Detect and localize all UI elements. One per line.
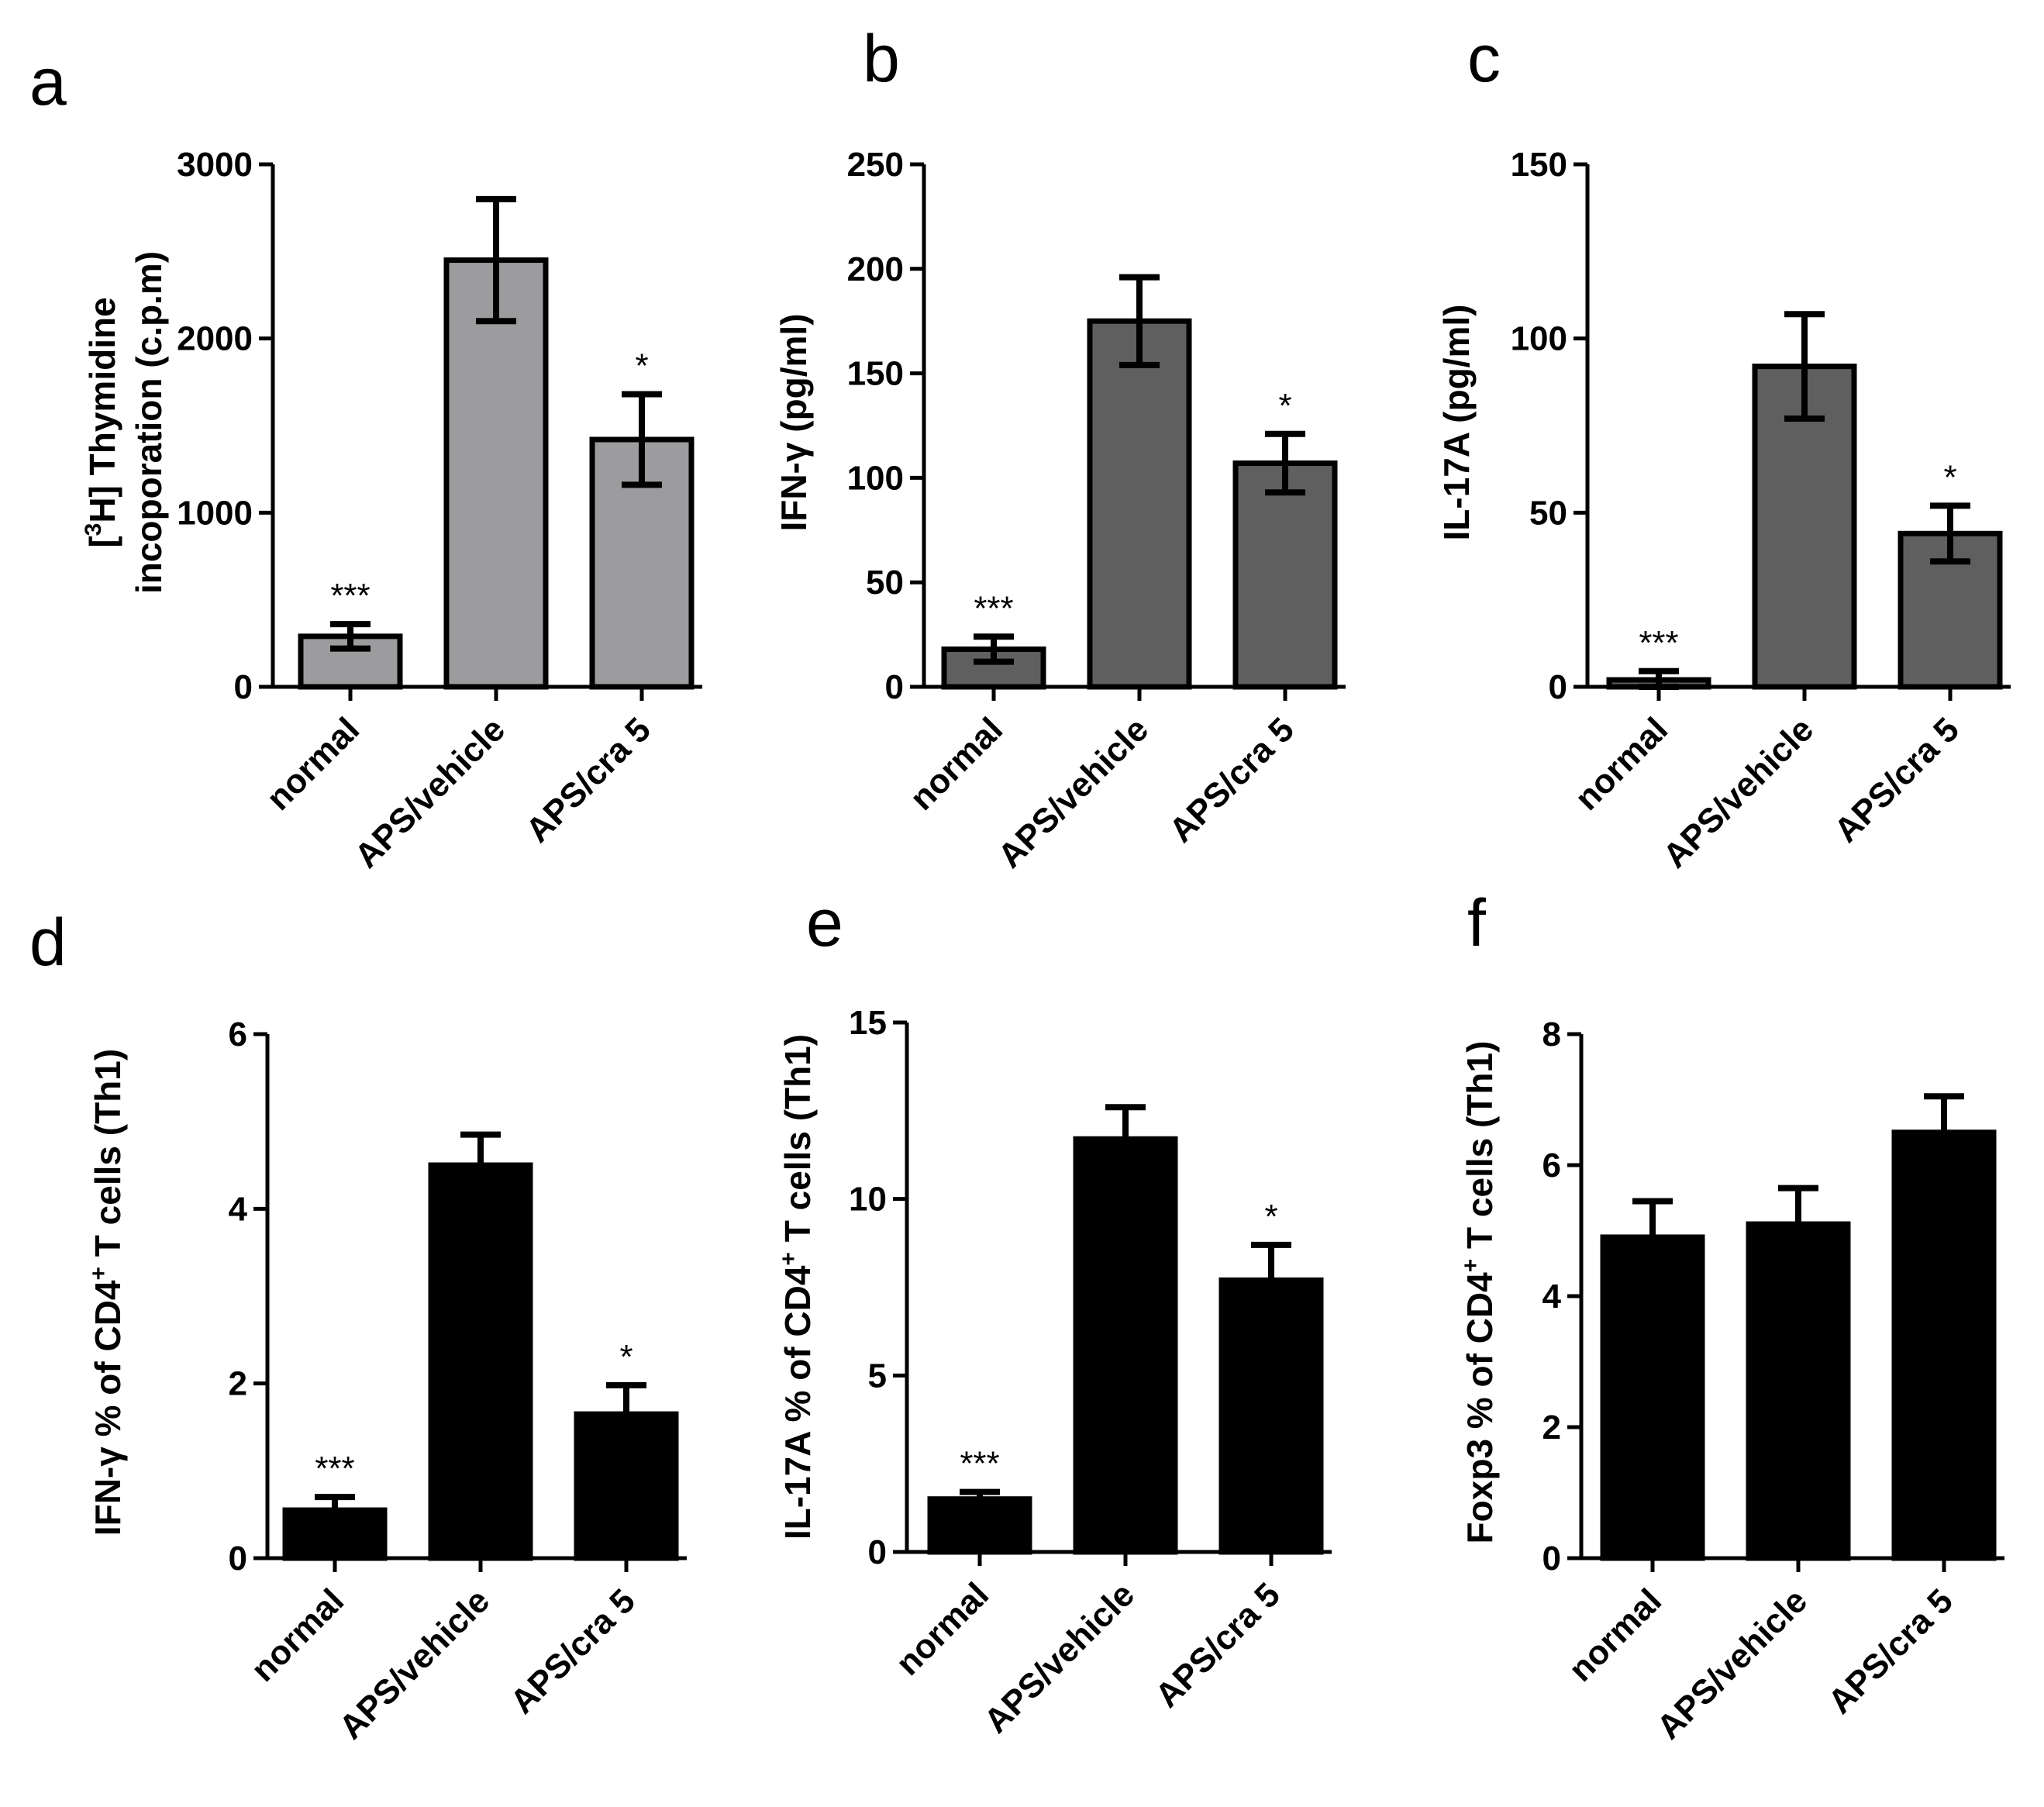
y-axis-label: IL-17A (pg/ml) bbox=[1436, 305, 1477, 541]
y-tick-label: 150 bbox=[847, 355, 904, 393]
y-axis-label-pre: IFN-γ % of CD4 bbox=[88, 1280, 128, 1536]
significance-label: * bbox=[619, 1338, 633, 1376]
bar-3 bbox=[1232, 460, 1338, 690]
y-axis-label-sup: + bbox=[86, 1267, 112, 1281]
significance-label: *** bbox=[330, 577, 370, 615]
y-tick-label: 5 bbox=[868, 1357, 887, 1395]
y-tick-label: 2 bbox=[1542, 1409, 1561, 1447]
y-tick-label: 3000 bbox=[177, 146, 253, 184]
bar-3 bbox=[574, 1411, 679, 1561]
y-tick-label: 0 bbox=[1542, 1540, 1561, 1578]
y-tick-label: 0 bbox=[234, 668, 253, 706]
bar-2 bbox=[1087, 318, 1192, 690]
category-label: APS/cra 5 bbox=[1827, 710, 1966, 850]
y-tick-label: 0 bbox=[885, 668, 904, 706]
category-label: APS/vehicle bbox=[332, 1581, 497, 1747]
bar-1 bbox=[927, 1496, 1032, 1555]
y-tick-label: 4 bbox=[229, 1190, 248, 1228]
y-tick-label: 10 bbox=[849, 1181, 887, 1219]
chart-panel-d: d 0 2 4 6 IFN-γ % of CD4+ T cells (Th1) *** nor… bbox=[29, 905, 687, 1747]
bar-2 bbox=[428, 1162, 533, 1561]
bar-1 bbox=[282, 1507, 388, 1561]
significance-label: * bbox=[1264, 1198, 1277, 1236]
category-label: normal bbox=[889, 1575, 996, 1682]
y-axis-label-post: T cells (Th1) bbox=[1460, 1041, 1500, 1259]
y-axis-label-post: H] Thymidine bbox=[82, 297, 122, 522]
y-tick-label: 100 bbox=[1511, 320, 1567, 358]
y-axis-label: Foxp3 % of CD4+ T cells (Th1) bbox=[1458, 1041, 1500, 1544]
y-tick-label: 0 bbox=[229, 1540, 247, 1578]
bar-3 bbox=[589, 436, 695, 690]
significance-label: * bbox=[1278, 387, 1291, 425]
y-axis-label-sup: 3 bbox=[81, 523, 106, 536]
category-label: APS/cra 5 bbox=[1162, 710, 1301, 850]
y-axis-label-pre: Foxp3 % of CD4 bbox=[1460, 1272, 1500, 1544]
category-label: APS/vehicle bbox=[1649, 1581, 1815, 1747]
significance-label: *** bbox=[315, 1450, 354, 1488]
panel-letter: c bbox=[1467, 22, 1501, 96]
category-label: APS/cra 5 bbox=[1821, 1581, 1960, 1721]
bar-1 bbox=[1600, 1234, 1705, 1561]
y-axis-label-pre: [ bbox=[82, 536, 122, 547]
y-axis-label-sup: + bbox=[776, 1252, 801, 1266]
y-tick-label: 6 bbox=[229, 1016, 247, 1054]
category-label: APS/vehicle bbox=[991, 710, 1156, 875]
significance-label: *** bbox=[1639, 624, 1678, 662]
y-axis-label: IFN-γ (pg/ml) bbox=[774, 313, 814, 531]
chart-panel-c: c 0 50 100 150 IL-17A (pg/ml) *** normalAPS/veh… bbox=[1436, 22, 2011, 875]
significance-label: * bbox=[1943, 458, 1956, 496]
y-tick-label: 200 bbox=[847, 250, 904, 288]
y-tick-label: 50 bbox=[1529, 494, 1567, 532]
panel-letter: e bbox=[806, 886, 843, 960]
y-tick-label: 250 bbox=[847, 146, 904, 184]
y-axis-label: IL-17A % of CD4+ T cells (Th1) bbox=[776, 1034, 818, 1540]
y-axis-label-post: T cells (Th1) bbox=[777, 1034, 818, 1252]
y-axis-label-sup: + bbox=[1458, 1259, 1484, 1273]
y-tick-label: 2000 bbox=[177, 320, 253, 358]
significance-label: *** bbox=[960, 1445, 999, 1483]
category-label: APS/cra 5 bbox=[1148, 1575, 1287, 1715]
y-tick-label: 2 bbox=[229, 1365, 247, 1403]
significance-label: * bbox=[635, 347, 648, 385]
y-tick-label: 4 bbox=[1542, 1278, 1562, 1316]
significance-label: *** bbox=[974, 589, 1013, 627]
bar-3 bbox=[1891, 1129, 1997, 1561]
chart-panel-a: a 0 1000 2000 3000 [3H] Thymidine incoporation… bbox=[29, 45, 702, 875]
category-label: normal bbox=[244, 1581, 351, 1688]
category-label: normal bbox=[1568, 710, 1675, 817]
y-tick-label: 1000 bbox=[177, 494, 253, 532]
y-axis-label-pre: IL-17A % of CD4 bbox=[777, 1265, 818, 1540]
bar-2 bbox=[1073, 1136, 1178, 1555]
category-label: normal bbox=[903, 710, 1010, 817]
y-tick-label: 6 bbox=[1542, 1147, 1561, 1185]
category-label: APS/cra 5 bbox=[503, 1581, 643, 1721]
category-label: APS/cra 5 bbox=[519, 710, 658, 850]
category-label: APS/vehicle bbox=[977, 1575, 1142, 1740]
category-label: normal bbox=[1562, 1581, 1669, 1688]
y-tick-label: 0 bbox=[868, 1533, 887, 1571]
category-label: APS/vehicle bbox=[1656, 710, 1821, 875]
bar-2 bbox=[1746, 1221, 1851, 1561]
bar-3 bbox=[1218, 1277, 1324, 1555]
y-axis-label: IFN-γ % of CD4+ T cells (Th1) bbox=[86, 1049, 128, 1536]
panel-letter: d bbox=[29, 905, 67, 980]
y-tick-label: 0 bbox=[1549, 668, 1567, 706]
chart-panel-f: f 0 2 4 6 8 Foxp3 % of CD4+ T cells (Th1) norma… bbox=[1458, 886, 2004, 1747]
y-axis-label-line2: incoporation (c.p.m) bbox=[129, 251, 169, 594]
category-label: APS/vehicle bbox=[347, 710, 512, 875]
y-tick-label: 15 bbox=[849, 1004, 887, 1042]
y-tick-label: 150 bbox=[1511, 146, 1567, 184]
y-axis-label-line1: [3H] Thymidine bbox=[81, 297, 122, 547]
y-tick-label: 50 bbox=[866, 564, 904, 602]
y-axis-label-post: T cells (Th1) bbox=[88, 1049, 128, 1267]
y-tick-label: 8 bbox=[1542, 1016, 1561, 1054]
panel-letter: f bbox=[1467, 886, 1487, 960]
category-label: normal bbox=[260, 710, 367, 817]
panel-letter: a bbox=[29, 45, 67, 119]
y-tick-label: 100 bbox=[847, 459, 904, 497]
panel-letter: b bbox=[863, 22, 900, 96]
